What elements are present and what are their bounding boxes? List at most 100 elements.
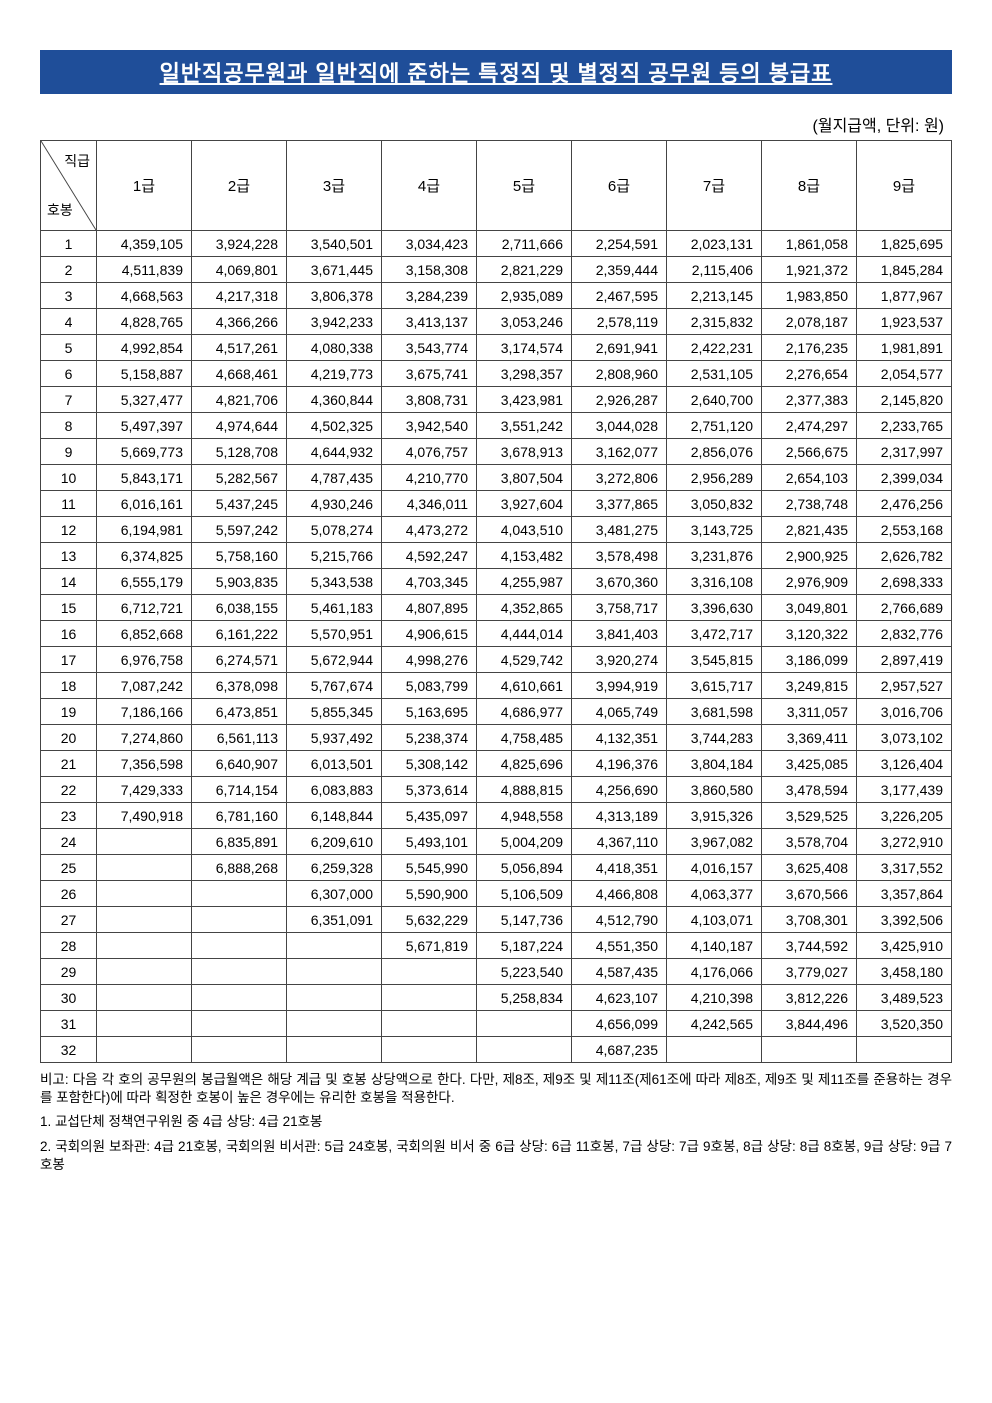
table-row: 166,852,6686,161,2225,570,9514,906,6154,… xyxy=(41,621,952,647)
value-cell: 2,711,666 xyxy=(477,231,572,257)
value-cell xyxy=(97,1011,192,1037)
value-cell: 4,668,563 xyxy=(97,283,192,309)
value-cell: 3,543,774 xyxy=(382,335,477,361)
table-row: 34,668,5634,217,3183,806,3783,284,2392,9… xyxy=(41,283,952,309)
value-cell: 4,466,808 xyxy=(572,881,667,907)
value-cell: 2,145,820 xyxy=(857,387,952,413)
step-cell: 16 xyxy=(41,621,97,647)
value-cell xyxy=(667,1037,762,1063)
table-row: 295,223,5404,587,4354,176,0663,779,0273,… xyxy=(41,959,952,985)
value-cell: 5,373,614 xyxy=(382,777,477,803)
value-cell: 3,967,082 xyxy=(667,829,762,855)
value-cell: 5,282,567 xyxy=(192,465,287,491)
table-body: 14,359,1053,924,2283,540,5013,034,4232,7… xyxy=(41,231,952,1063)
value-cell: 6,555,179 xyxy=(97,569,192,595)
value-cell: 3,174,574 xyxy=(477,335,572,361)
value-cell: 4,313,189 xyxy=(572,803,667,829)
value-cell: 5,937,492 xyxy=(287,725,382,751)
value-cell: 7,274,860 xyxy=(97,725,192,751)
value-cell: 2,808,960 xyxy=(572,361,667,387)
value-cell: 5,855,345 xyxy=(287,699,382,725)
value-cell: 3,578,704 xyxy=(762,829,857,855)
value-cell: 5,497,397 xyxy=(97,413,192,439)
value-cell: 4,080,338 xyxy=(287,335,382,361)
value-cell: 4,948,558 xyxy=(477,803,572,829)
table-row: 237,490,9186,781,1606,148,8445,435,0974,… xyxy=(41,803,952,829)
value-cell: 6,016,161 xyxy=(97,491,192,517)
step-cell: 11 xyxy=(41,491,97,517)
value-cell: 4,703,345 xyxy=(382,569,477,595)
value-cell: 4,076,757 xyxy=(382,439,477,465)
value-cell: 1,983,850 xyxy=(762,283,857,309)
value-cell: 1,861,058 xyxy=(762,231,857,257)
value-cell: 4,529,742 xyxy=(477,647,572,673)
value-cell: 1,981,891 xyxy=(857,335,952,361)
value-cell: 1,923,537 xyxy=(857,309,952,335)
value-cell: 3,927,604 xyxy=(477,491,572,517)
value-cell: 6,209,610 xyxy=(287,829,382,855)
value-cell: 5,570,951 xyxy=(287,621,382,647)
value-cell: 6,561,113 xyxy=(192,725,287,751)
step-cell: 5 xyxy=(41,335,97,361)
table-row: 314,656,0994,242,5653,844,4963,520,350 xyxy=(41,1011,952,1037)
step-cell: 20 xyxy=(41,725,97,751)
table-row: 197,186,1666,473,8515,855,3455,163,6954,… xyxy=(41,699,952,725)
value-cell: 4,366,266 xyxy=(192,309,287,335)
value-cell xyxy=(192,985,287,1011)
value-cell: 5,187,224 xyxy=(477,933,572,959)
value-cell: 5,106,509 xyxy=(477,881,572,907)
value-cell: 3,744,283 xyxy=(667,725,762,751)
value-cell: 3,920,274 xyxy=(572,647,667,673)
value-cell: 2,377,383 xyxy=(762,387,857,413)
value-cell: 3,073,102 xyxy=(857,725,952,751)
value-cell: 4,103,071 xyxy=(667,907,762,933)
value-cell xyxy=(97,907,192,933)
step-cell: 1 xyxy=(41,231,97,257)
value-cell: 3,120,322 xyxy=(762,621,857,647)
table-row: 156,712,7216,038,1555,461,1834,807,8954,… xyxy=(41,595,952,621)
table-row: 324,687,235 xyxy=(41,1037,952,1063)
value-cell: 3,860,580 xyxy=(667,777,762,803)
value-cell: 4,063,377 xyxy=(667,881,762,907)
table-row: 95,669,7735,128,7084,644,9324,076,7573,6… xyxy=(41,439,952,465)
value-cell: 4,998,276 xyxy=(382,647,477,673)
value-cell: 5,671,819 xyxy=(382,933,477,959)
value-cell: 4,551,350 xyxy=(572,933,667,959)
value-cell: 5,435,097 xyxy=(382,803,477,829)
value-cell: 6,640,907 xyxy=(192,751,287,777)
value-cell: 5,903,835 xyxy=(192,569,287,595)
value-cell: 4,069,801 xyxy=(192,257,287,283)
value-cell: 5,672,944 xyxy=(287,647,382,673)
value-cell xyxy=(857,1037,952,1063)
value-cell: 2,115,406 xyxy=(667,257,762,283)
value-cell: 2,897,419 xyxy=(857,647,952,673)
value-cell: 4,153,482 xyxy=(477,543,572,569)
value-cell: 3,226,205 xyxy=(857,803,952,829)
value-cell: 5,669,773 xyxy=(97,439,192,465)
value-cell: 3,162,077 xyxy=(572,439,667,465)
value-cell: 3,423,981 xyxy=(477,387,572,413)
value-cell xyxy=(287,1011,382,1037)
value-cell: 2,976,909 xyxy=(762,569,857,595)
value-cell: 6,835,891 xyxy=(192,829,287,855)
col-header: 8급 xyxy=(762,141,857,231)
table-row: 187,087,2426,378,0985,767,6745,083,7994,… xyxy=(41,673,952,699)
value-cell: 5,437,245 xyxy=(192,491,287,517)
value-cell: 6,013,501 xyxy=(287,751,382,777)
step-cell: 4 xyxy=(41,309,97,335)
value-cell: 2,956,289 xyxy=(667,465,762,491)
col-header: 5급 xyxy=(477,141,572,231)
value-cell: 4,623,107 xyxy=(572,985,667,1011)
value-cell: 3,044,028 xyxy=(572,413,667,439)
value-cell: 3,316,108 xyxy=(667,569,762,595)
value-cell: 4,610,661 xyxy=(477,673,572,699)
value-cell: 3,249,815 xyxy=(762,673,857,699)
value-cell: 3,481,275 xyxy=(572,517,667,543)
value-cell: 4,644,932 xyxy=(287,439,382,465)
value-cell xyxy=(477,1011,572,1037)
value-cell xyxy=(382,1037,477,1063)
value-cell xyxy=(97,933,192,959)
value-cell: 4,992,854 xyxy=(97,335,192,361)
value-cell: 2,578,119 xyxy=(572,309,667,335)
value-cell: 4,346,011 xyxy=(382,491,477,517)
